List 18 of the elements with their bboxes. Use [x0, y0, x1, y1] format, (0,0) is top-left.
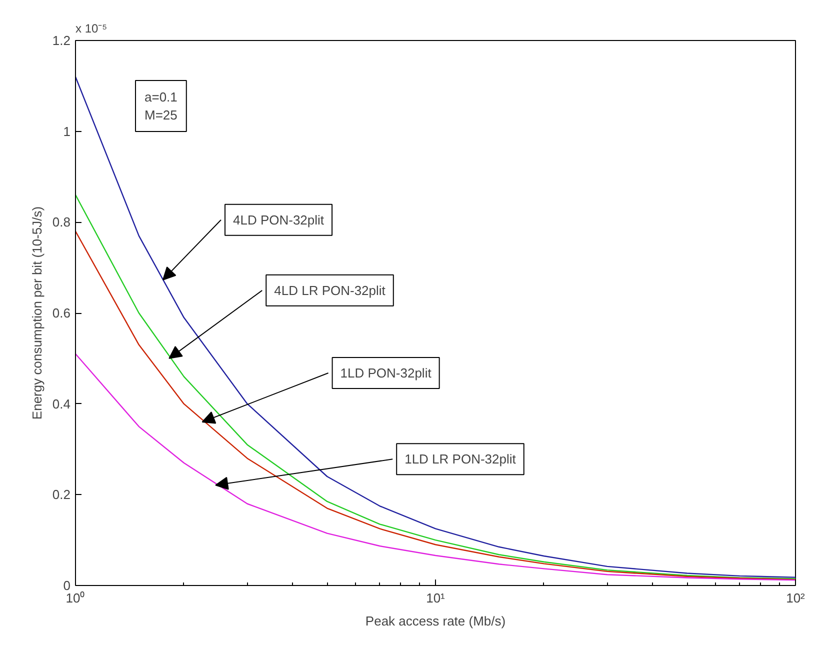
y-tick-label: 1	[63, 124, 71, 139]
x-tick-label: 10⁰	[66, 590, 86, 606]
annotation: 1LD LR PON-32plit	[404, 452, 516, 467]
x-tick-label: 10²	[786, 590, 806, 606]
y-tick-label: 1.2	[52, 33, 71, 48]
y-tick-label: 0	[63, 578, 71, 593]
text: x 10⁻⁵	[76, 22, 108, 36]
y-axis-title: Energy consumption per bit (10-5J/s)	[29, 206, 44, 420]
y-tick-label: 0.4	[52, 396, 71, 412]
annotation: 4LD LR PON-32plit	[274, 282, 386, 298]
x-axis-title: Peak access rate (Mb/s)	[365, 614, 506, 628]
x-tick-label: 10¹	[426, 590, 446, 606]
y-tick-label: 0.8	[52, 214, 71, 230]
annotation: 4LD PON-32plit	[232, 212, 324, 228]
annotation: 1LD PON-32plit	[340, 366, 432, 380]
y-tick-label: 0.6	[52, 306, 71, 320]
y-tick-label: 0.2	[52, 487, 71, 502]
annotation: a=0.1 M=25	[144, 90, 178, 122]
